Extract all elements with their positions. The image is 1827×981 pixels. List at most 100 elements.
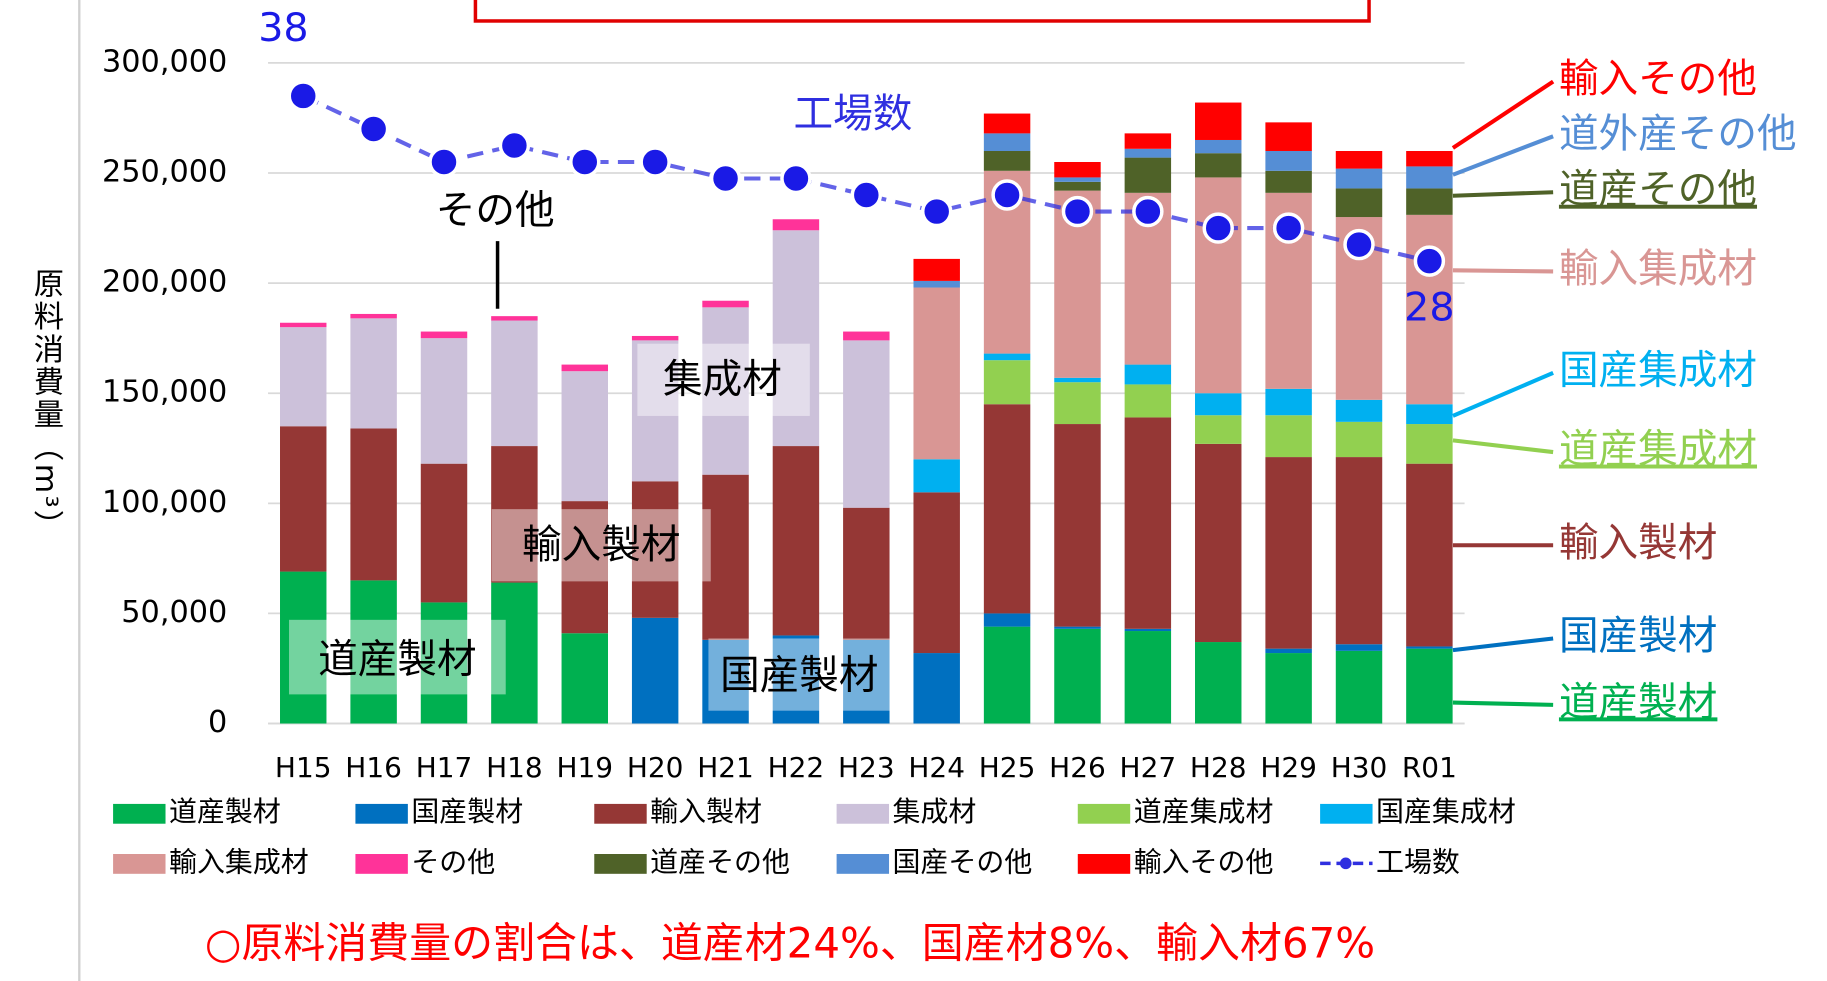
- legend-label: 国産その他: [893, 845, 1033, 878]
- side-leader: [1452, 700, 1554, 707]
- bar: [420, 331, 468, 339]
- bar: [913, 287, 960, 460]
- bar: [1335, 650, 1383, 724]
- y-axis-label: 原料消費量（m³）: [28, 268, 64, 543]
- bar: [1124, 417, 1172, 629]
- x-tick-label: H20: [627, 751, 684, 784]
- legend-swatch: [1077, 803, 1131, 824]
- legend-label: 道産製材: [169, 795, 281, 828]
- side-label: 国産製材: [1559, 613, 1717, 659]
- label-box: [491, 509, 711, 582]
- bar: [913, 459, 960, 493]
- legend-swatch: [1320, 803, 1373, 824]
- bar: [350, 313, 397, 319]
- legend-label: 集成材: [893, 795, 977, 828]
- factory-point: [1413, 245, 1446, 277]
- legend-swatch: [113, 803, 166, 824]
- bar: [1124, 628, 1172, 632]
- bar: [491, 582, 538, 724]
- bar: [1265, 122, 1312, 151]
- title-box: [473, 0, 1371, 23]
- bar: [983, 360, 1031, 405]
- side-label: 輸入集成材: [1559, 246, 1757, 292]
- bar: [983, 404, 1031, 614]
- bar: [561, 633, 609, 724]
- bar: [1124, 148, 1172, 158]
- bar: [1195, 102, 1242, 140]
- y-tick-label: 300,000: [102, 44, 227, 79]
- bar: [772, 230, 820, 447]
- bar: [1265, 388, 1312, 416]
- bar: [491, 446, 538, 583]
- bar: [1195, 443, 1242, 643]
- factory-point: [1061, 195, 1094, 228]
- side-label: 輸入製材: [1559, 520, 1717, 566]
- label-box: [637, 343, 810, 416]
- legend-swatch: [836, 803, 890, 824]
- factory-point: [1343, 228, 1375, 261]
- bar: [702, 474, 749, 640]
- bar: [1265, 415, 1312, 458]
- bar: [280, 426, 327, 572]
- bar: [561, 364, 609, 372]
- bar: [772, 446, 820, 636]
- x-tick-label: H18: [486, 751, 543, 784]
- bar: [702, 307, 749, 475]
- bar: [983, 133, 1031, 151]
- inner-label: 国産製材: [720, 653, 878, 699]
- bar: [1406, 648, 1453, 724]
- bar: [1335, 168, 1383, 189]
- legend-swatch: [1077, 854, 1131, 874]
- inner-label: 輸入製材: [522, 522, 680, 568]
- bar: [280, 571, 327, 724]
- legend-swatch: [355, 854, 408, 874]
- bar: [491, 320, 538, 447]
- bar: [843, 331, 890, 341]
- bar: [983, 353, 1031, 361]
- legend-label: 国産製材: [411, 795, 523, 828]
- bar: [1335, 399, 1383, 422]
- bar: [1054, 162, 1101, 178]
- side-leader: [1451, 79, 1555, 150]
- bar: [1406, 424, 1453, 464]
- x-tick-label: H22: [768, 751, 825, 784]
- bar: [420, 338, 468, 464]
- bar: [1124, 133, 1172, 149]
- inner-label: 工場数: [793, 91, 912, 137]
- legend-swatch: [836, 854, 890, 874]
- side-label: 道産集成材: [1559, 427, 1757, 473]
- bar: [561, 501, 609, 634]
- bar: [631, 617, 679, 724]
- bar: [843, 639, 890, 724]
- factory-point: [428, 146, 460, 178]
- bar: [843, 507, 890, 640]
- x-tick-label: H15: [275, 751, 332, 784]
- bar: [983, 626, 1031, 724]
- x-tick-label: H27: [1120, 751, 1177, 784]
- legend-label: その他: [411, 845, 495, 878]
- x-tick-label: H26: [1049, 751, 1106, 784]
- inner-label: 道産製材: [318, 636, 476, 682]
- side-label: 国産集成材: [1559, 347, 1757, 393]
- y-tick-label: 250,000: [102, 155, 227, 190]
- x-tick-label: H25: [979, 751, 1036, 784]
- bar: [1335, 457, 1383, 645]
- side-leader: [1452, 636, 1554, 653]
- bar: [1054, 377, 1101, 383]
- factory-point: [287, 80, 319, 112]
- inner-label: その他: [436, 188, 555, 234]
- bar: [1265, 457, 1312, 649]
- bar: [1406, 188, 1453, 215]
- bar: [350, 318, 397, 429]
- bar: [1406, 150, 1453, 167]
- x-tick-label: H19: [556, 751, 613, 784]
- side-label: 道産製材: [1559, 679, 1717, 725]
- factory-point: [1132, 195, 1164, 228]
- factory-point: [850, 179, 883, 211]
- bar: [913, 280, 960, 288]
- bar: [1124, 157, 1172, 193]
- bar: [1335, 150, 1383, 169]
- bar: [1054, 424, 1101, 627]
- data-label: 28: [1404, 285, 1454, 331]
- bar: [1054, 628, 1101, 724]
